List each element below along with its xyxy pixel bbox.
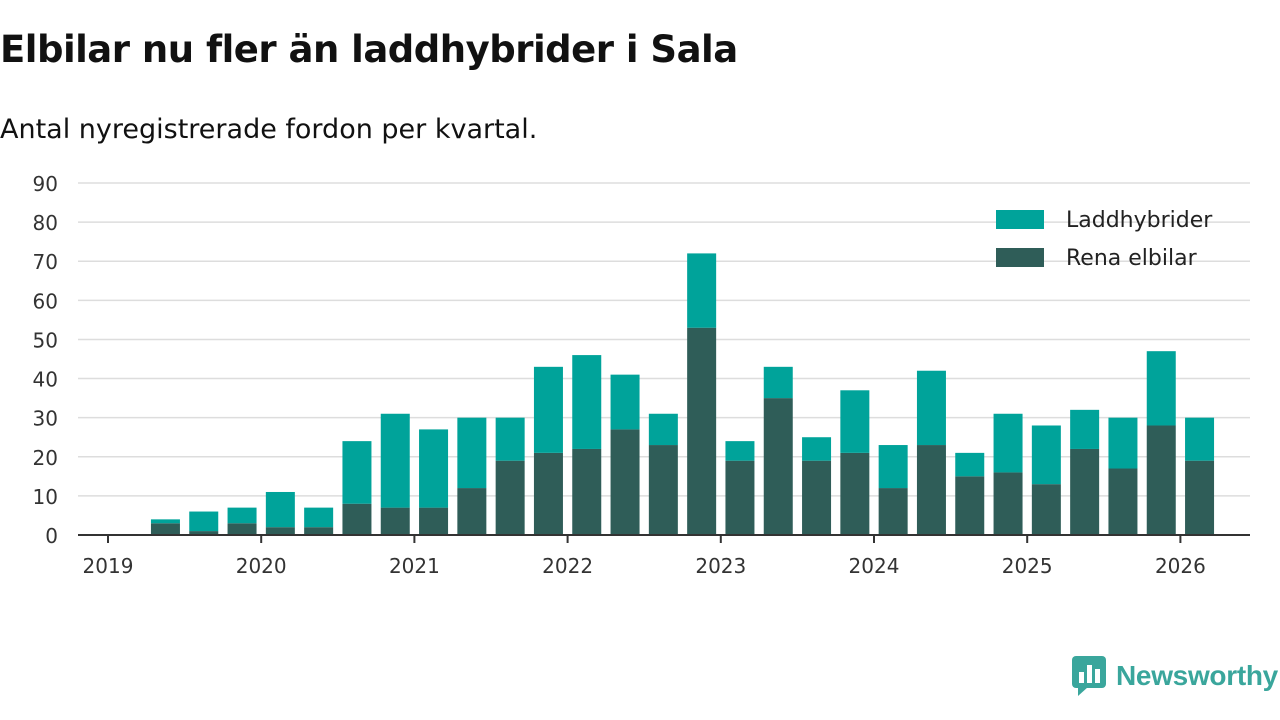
bar-rena-elbilar — [955, 476, 985, 535]
bar-laddhybrider — [1108, 417, 1138, 469]
bar-rena-elbilar — [533, 452, 563, 535]
bar-laddhybrider — [342, 441, 372, 504]
bar-laddhybrider — [495, 417, 525, 461]
y-tick-label: 40 — [33, 368, 58, 392]
bar-rena-elbilar — [380, 507, 410, 535]
bar-rena-elbilar — [840, 452, 870, 535]
x-tick-label: 2020 — [236, 554, 287, 578]
y-tick-label: 70 — [33, 250, 58, 274]
bar-laddhybrider — [265, 491, 295, 528]
bar-rena-elbilar — [150, 523, 180, 535]
bar-laddhybrider — [725, 441, 755, 461]
bar-laddhybrider — [150, 519, 180, 524]
y-tick-label: 90 — [33, 172, 58, 196]
bar-rena-elbilar — [1185, 460, 1215, 535]
chart-title: Elbilar nu fler än laddhybrider i Sala — [0, 28, 738, 71]
bar-rena-elbilar — [227, 523, 257, 535]
bar-rena-elbilar — [265, 527, 295, 535]
bar-rena-elbilar — [1070, 448, 1100, 535]
legend-swatch — [996, 210, 1044, 229]
bar-laddhybrider — [1185, 417, 1215, 461]
legend-label: Laddhybrider — [1066, 208, 1213, 233]
bar-laddhybrider — [1146, 351, 1176, 426]
bar-rena-elbilar — [1031, 484, 1061, 535]
x-tick-label: 2024 — [849, 554, 900, 578]
bar-rena-elbilar — [1146, 425, 1176, 535]
bar-rena-elbilar — [802, 460, 832, 535]
bar-laddhybrider — [533, 366, 563, 453]
bar-laddhybrider — [840, 390, 870, 453]
bar-laddhybrider — [572, 355, 602, 449]
x-tick-label: 2022 — [542, 554, 593, 578]
newsworthy-logo-icon — [1072, 656, 1106, 696]
bar-laddhybrider — [802, 437, 832, 461]
y-tick-label: 0 — [45, 524, 58, 548]
bar-rena-elbilar — [916, 445, 946, 535]
bar-laddhybrider — [763, 366, 793, 399]
bar-rena-elbilar — [1108, 468, 1138, 535]
bar-laddhybrider — [916, 370, 946, 446]
y-tick-label: 30 — [33, 407, 58, 431]
bar-laddhybrider — [648, 413, 678, 446]
bar-laddhybrider — [227, 507, 257, 524]
bar-rena-elbilar — [342, 503, 372, 535]
bar-rena-elbilar — [610, 429, 640, 535]
x-tick-label: 2019 — [83, 554, 134, 578]
x-tick-label: 2021 — [389, 554, 440, 578]
bar-laddhybrider — [304, 507, 334, 528]
bar-rena-elbilar — [495, 460, 525, 535]
legend-label: Rena elbilar — [1066, 246, 1198, 271]
bar-laddhybrider — [457, 417, 487, 489]
x-tick-label: 2023 — [695, 554, 746, 578]
bar-rena-elbilar — [419, 507, 449, 535]
bar-rena-elbilar — [457, 488, 487, 535]
chart-subtitle: Antal nyregistrerade fordon per kvartal. — [0, 114, 538, 145]
y-tick-label: 80 — [33, 211, 58, 235]
bar-laddhybrider — [687, 253, 717, 328]
bar-rena-elbilar — [648, 445, 678, 535]
bar-laddhybrider — [955, 452, 985, 477]
y-tick-label: 60 — [33, 289, 58, 313]
bar-laddhybrider — [1070, 409, 1100, 449]
bar-laddhybrider — [610, 374, 640, 430]
bar-laddhybrider — [878, 445, 908, 489]
bar-laddhybrider — [380, 413, 410, 508]
brand-name: Newsworthy — [1116, 660, 1278, 691]
y-tick-label: 20 — [33, 446, 58, 470]
bar-laddhybrider — [419, 429, 449, 508]
bar-laddhybrider — [993, 413, 1023, 473]
brand: Newsworthy — [1072, 656, 1278, 696]
bar-rena-elbilar — [725, 460, 755, 535]
x-tick-label: 2025 — [1002, 554, 1053, 578]
y-tick-label: 50 — [33, 328, 58, 352]
stacked-bar-chart: 0 10 20 30 40 50 60 70 80 90 2019 2020 2021 2022 2023 2… — [33, 172, 1250, 578]
bar-rena-elbilar — [572, 448, 602, 535]
bar-rena-elbilar — [304, 527, 334, 535]
bar-rena-elbilar — [993, 472, 1023, 535]
bar-laddhybrider — [1031, 425, 1061, 485]
bar-rena-elbilar — [189, 531, 219, 535]
bar-rena-elbilar — [687, 327, 717, 535]
bar-rena-elbilar — [878, 488, 908, 535]
y-tick-label: 10 — [33, 485, 58, 509]
x-tick-label: 2026 — [1155, 554, 1206, 578]
bar-rena-elbilar — [763, 398, 793, 535]
bar-laddhybrider — [189, 511, 219, 532]
legend-swatch — [996, 248, 1044, 267]
